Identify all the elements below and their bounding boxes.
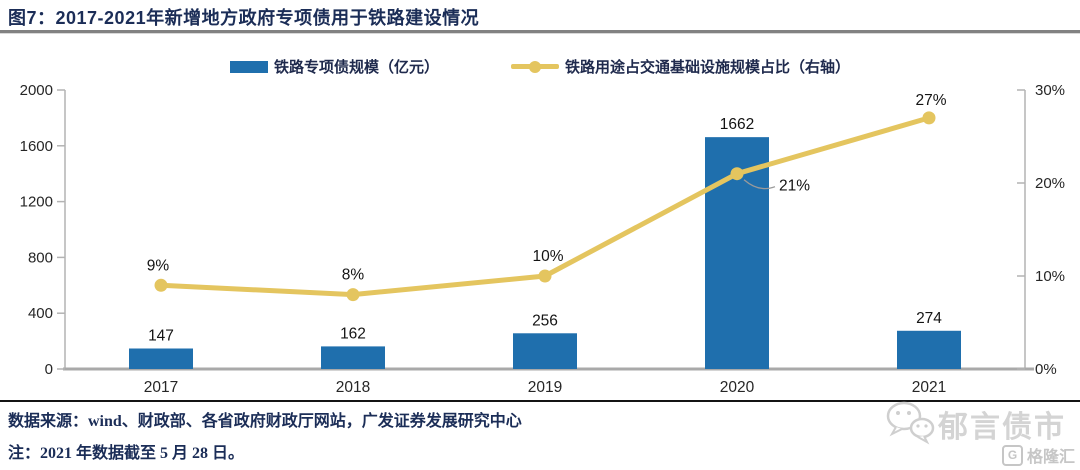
- combo-chart-plot: 0 400 800 1200 1600 2000 0% 10% 20% 30% 147 162 256 1…: [20, 82, 1065, 396]
- gelonghui-logo-icon: G: [1002, 444, 1023, 466]
- line-series-path: [158, 115, 932, 298]
- bar-value-label-2017: 147: [148, 327, 174, 344]
- chart-legend: 铁路专项债规模（亿元） 铁路用途占交通基础设施规模占比（右轴）: [0, 56, 1080, 77]
- bar-value-label-2020: 1662: [720, 116, 754, 133]
- right-axis-tick-label: 0%: [1035, 361, 1057, 378]
- line-point-2019: [538, 269, 552, 283]
- line-value-label-2021: 27%: [915, 92, 946, 109]
- line-point-2020: [730, 167, 744, 181]
- legend-label-bar-series: 铁路专项债规模（亿元）: [273, 60, 439, 76]
- bar-value-label-2021: 274: [916, 310, 942, 327]
- right-axis-tick-label: 30%: [1035, 82, 1065, 99]
- x-axis-label-2019: 2019: [528, 379, 562, 396]
- line-point-2018: [346, 288, 360, 302]
- legend-label-line-series: 铁路用途占交通基础设施规模占比（右轴）: [565, 60, 851, 76]
- x-axis-label-2020: 2020: [720, 379, 755, 396]
- watermark-logo: G 格隆汇: [1002, 443, 1075, 467]
- left-axis-tick-label: 1200: [20, 194, 53, 211]
- bar-2019: [513, 333, 577, 369]
- label-leader-line: [743, 179, 776, 190]
- footer-divider: [0, 400, 1080, 402]
- line-value-label-2020: 21%: [779, 178, 810, 195]
- bar-value-label-2019: 256: [532, 312, 558, 329]
- right-axis-tick-label: 20%: [1035, 175, 1065, 192]
- bar-series-swatch-icon: [229, 60, 268, 73]
- line-point-2017: [154, 278, 168, 292]
- figure-title: 图7：2017-2021年新增地方政府专项债用于铁路建设情况: [8, 8, 480, 28]
- line-point-2021: [922, 111, 936, 125]
- line-value-label-2018: 8%: [342, 267, 365, 284]
- wechat-bubbles-icon: [886, 401, 935, 445]
- title-divider: [0, 30, 1080, 34]
- x-axis-label-2018: 2018: [336, 379, 370, 396]
- bar-2018: [321, 346, 385, 369]
- line-value-label-2019: 10%: [532, 248, 563, 265]
- line-series-swatch-icon: [511, 60, 559, 73]
- left-axis-tick-label: 400: [28, 305, 53, 322]
- left-axis-tick-label: 0: [45, 361, 53, 378]
- bar-value-label-2018: 162: [340, 325, 366, 342]
- left-axis-tick-label: 1600: [20, 138, 53, 155]
- x-axis-label-2017: 2017: [144, 379, 178, 396]
- watermark-brand-text: 郁言债市: [938, 411, 1066, 444]
- line-value-label-2017: 9%: [147, 257, 170, 274]
- footnote-text: 注：2021 年数据截至 5 月 28 日。: [8, 445, 245, 462]
- line-series-dot-icon: [529, 60, 541, 73]
- data-source-text: 数据来源：wind、财政部、各省政府财政厅网站，广发证券发展研究中心: [8, 413, 522, 430]
- x-axis-label-2021: 2021: [912, 379, 946, 396]
- legend-item-bar-series[interactable]: 铁路专项债规模（亿元）: [229, 56, 439, 77]
- bar-2017: [129, 348, 193, 369]
- left-axis-tick-label: 2000: [20, 82, 53, 99]
- left-axis-tick-label: 800: [28, 249, 53, 266]
- right-axis-tick-label: 10%: [1035, 268, 1065, 285]
- watermark-logo-text: 格隆汇: [1027, 449, 1076, 466]
- legend-item-line-series[interactable]: 铁路用途占交通基础设施规模占比（右轴）: [511, 56, 850, 77]
- bar-2021: [897, 330, 961, 369]
